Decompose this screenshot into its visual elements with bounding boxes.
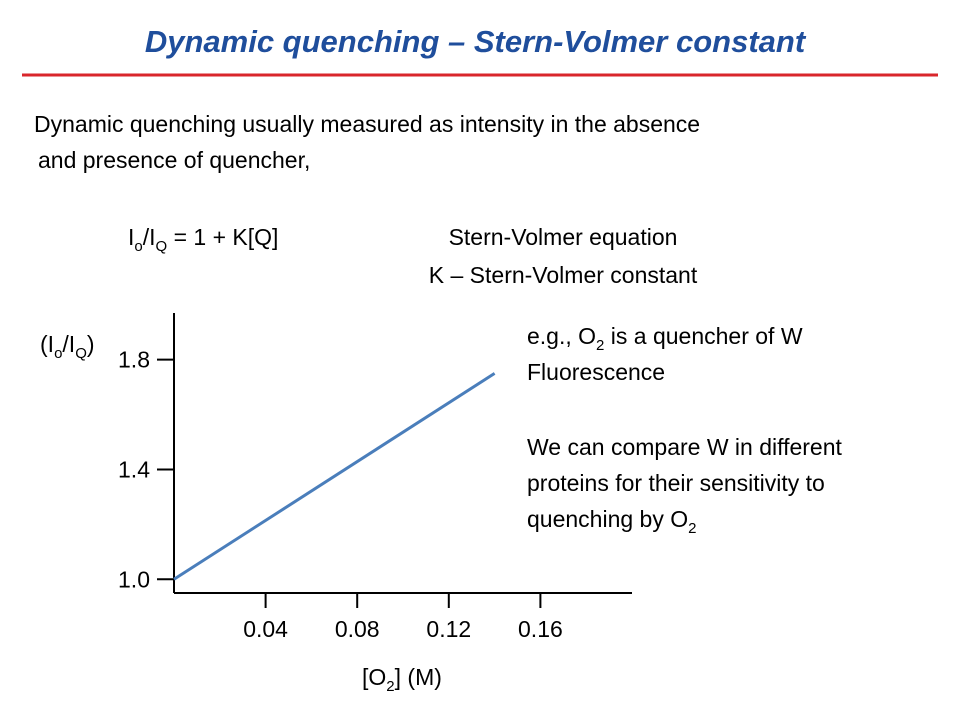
annotation: e.g., O2 is a quencher of W: [527, 323, 803, 354]
text-part: is a quencher of W: [604, 323, 802, 349]
y-axis-label: (Io/IQ): [40, 331, 95, 362]
subscript: Q: [75, 345, 87, 362]
text-part: I: [128, 224, 134, 250]
text-part: e.g., O: [527, 323, 596, 349]
text-part: ): [87, 331, 95, 357]
text-part: /I: [143, 224, 156, 250]
y-tick-label: 1.8: [118, 347, 150, 373]
x-tick-label: 0.16: [518, 616, 563, 642]
x-tick-label: 0.08: [335, 616, 380, 642]
subscript: 2: [688, 520, 696, 537]
equation-name: Stern-Volmer equation: [449, 224, 678, 250]
subscript: o: [134, 238, 142, 255]
x-tick-label: 0.04: [243, 616, 288, 642]
text-part: ] (M): [395, 664, 442, 690]
x-axis-label: [O2] (M): [362, 664, 442, 695]
x-tick-label: 0.12: [426, 616, 471, 642]
y-tick-label: 1.0: [118, 566, 150, 592]
text-part: = 1 + K[Q]: [167, 224, 278, 250]
constant-definition: K – Stern-Volmer constant: [429, 262, 698, 288]
equation: Io/IQ = 1 + K[Q]: [128, 224, 278, 255]
slide-title: Dynamic quenching – Stern-Volmer constan…: [145, 24, 807, 59]
annotation: quenching by O2: [527, 506, 696, 537]
text-part: (I: [40, 331, 54, 357]
annotation: Fluorescence: [527, 359, 665, 385]
annotation: proteins for their sensitivity to: [527, 470, 825, 496]
subscript: 2: [386, 678, 394, 695]
subscript: o: [54, 345, 62, 362]
subscript: 2: [596, 337, 604, 354]
text-part: quenching by O: [527, 506, 688, 532]
text-part: [O: [362, 664, 386, 690]
text-part: /I: [62, 331, 75, 357]
series-line: [173, 372, 496, 581]
subscript: Q: [156, 238, 168, 255]
intro-line: Dynamic quenching usually measured as in…: [34, 111, 700, 137]
annotation: We can compare W in different: [527, 434, 843, 460]
y-tick-label: 1.4: [118, 456, 150, 482]
intro-line: and presence of quencher,: [38, 147, 310, 173]
